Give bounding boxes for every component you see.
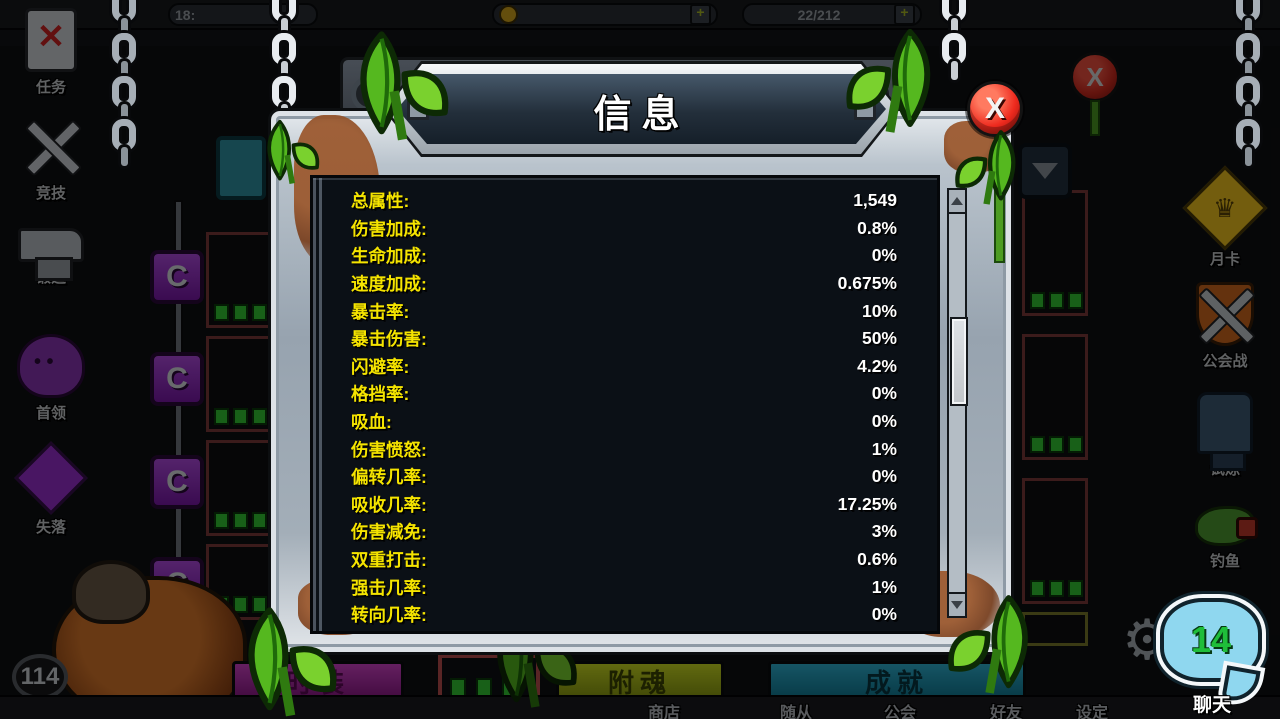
stat-value: 50% — [861, 328, 897, 349]
stat-value: 0.6% — [857, 549, 897, 570]
scrollbar-thumb[interactable] — [950, 317, 968, 406]
stat-row: 偏转几率: 0% — [313, 463, 937, 491]
chain-link — [117, 144, 131, 169]
stat-value: 0% — [871, 411, 897, 432]
stat-value: 1,549 — [853, 190, 897, 211]
stat-value: 0% — [871, 245, 897, 266]
stat-label: 格挡率: — [351, 384, 410, 405]
leaf-cluster-icon — [842, 26, 942, 136]
stat-value: 1% — [871, 438, 897, 459]
stats-panel: 总属性: 1,549 伤害加成: 0.8% 生命加成: 0% 速度加成: 0.675% 暴击率:… — [310, 175, 940, 634]
chain-link — [1241, 144, 1255, 169]
stat-row: 双重打击: 0.6% — [313, 546, 937, 574]
stat-value: 1% — [871, 576, 897, 597]
leaf-cluster-icon — [236, 604, 341, 719]
stat-label: 速度加成: — [351, 274, 427, 295]
chain — [942, 0, 966, 83]
scroll-up-button[interactable] — [949, 190, 965, 214]
stat-row: 闪避率: 4.2% — [313, 353, 937, 381]
dialog-title: 信息 — [593, 94, 690, 136]
scrollbar[interactable] — [947, 188, 968, 618]
leaf-cluster-icon — [944, 592, 1039, 697]
chat-button[interactable]: 14 聊天 — [1152, 594, 1272, 716]
stat-value: 4.2% — [857, 355, 897, 376]
stat-value: 0.8% — [857, 217, 897, 238]
stat-label: 伤害减免: — [351, 522, 427, 543]
stat-value: 0% — [871, 383, 897, 404]
stat-row: 伤害加成: 0.8% — [313, 215, 937, 243]
banner-inner-panel — [397, 74, 886, 144]
stat-label: 转向几率: — [351, 605, 427, 626]
stat-row: 吸收几率: 17.25% — [313, 491, 937, 519]
chat-unread-count: 14 — [1190, 619, 1232, 660]
stat-row: 转向几率: 0% — [313, 601, 937, 629]
info-dialog: 信息 总属性: 1,549 伤害加成: 0.8% 生命加成: 0% 速度加成: 0.675% 暴… — [268, 55, 1023, 655]
stat-row: 暴击伤害: 50% — [313, 325, 937, 353]
chat-label: 聊天 — [1192, 695, 1231, 716]
triangle-up-icon — [951, 197, 963, 205]
stat-label: 总属性: — [351, 191, 410, 212]
stat-label: 吸收几率: — [351, 494, 427, 515]
dialog-title-banner: 信息 — [383, 61, 900, 157]
stat-value: 10% — [861, 300, 897, 321]
stats-list: 总属性: 1,549 伤害加成: 0.8% 生命加成: 0% 速度加成: 0.675% 暴击率:… — [313, 187, 937, 629]
stat-label: 暴击伤害: — [351, 329, 427, 350]
chain — [112, 0, 136, 169]
leaf-cluster-icon — [348, 28, 453, 144]
stat-label: 强击几率: — [351, 577, 427, 598]
stat-label: 伤害愤怒: — [351, 439, 427, 460]
stat-value: 0.675% — [837, 273, 897, 294]
stat-label: 暴击率: — [351, 301, 410, 322]
stat-label: 生命加成: — [351, 246, 427, 267]
dialog-close-button[interactable]: X — [967, 81, 1023, 137]
scroll-down-button[interactable] — [949, 592, 965, 616]
stat-row: 格挡率: 0% — [313, 380, 937, 408]
stat-label: 伤害加成: — [351, 218, 427, 239]
chain-link — [947, 58, 961, 83]
stat-row: 强击几率: 1% — [313, 573, 937, 601]
stat-row: 速度加成: 0.675% — [313, 270, 937, 298]
stat-value: 3% — [871, 521, 897, 542]
stat-row: 暴击率: 10% — [313, 297, 937, 325]
leaf-cluster-icon — [952, 128, 1024, 207]
stat-row: 吸血: 0% — [313, 408, 937, 436]
stat-value: 0% — [871, 604, 897, 625]
stat-label: 闪避率: — [351, 356, 410, 377]
stat-row: 生命加成: 0% — [313, 242, 937, 270]
triangle-down-icon — [951, 601, 963, 609]
stat-row: 总属性: 1,549 — [313, 187, 937, 215]
stat-label: 偏转几率: — [351, 467, 427, 488]
chat-bubble-icon: 14 — [1160, 598, 1262, 682]
chain — [1236, 0, 1260, 169]
stat-value: 0% — [871, 466, 897, 487]
stat-value: 17.25% — [837, 493, 897, 514]
stat-label: 双重打击: — [351, 550, 427, 571]
stat-row: 伤害减免: 3% — [313, 518, 937, 546]
stat-row: 伤害愤怒: 1% — [313, 435, 937, 463]
stat-label: 吸血: — [351, 412, 392, 433]
leaf-cluster-icon — [260, 118, 322, 186]
